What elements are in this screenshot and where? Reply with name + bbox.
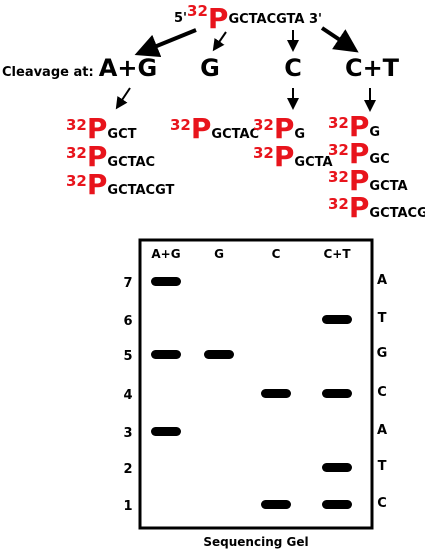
element: P: [349, 110, 370, 143]
sequence: GCTACG: [369, 206, 425, 221]
fragment: 32PGCTAC: [66, 140, 155, 173]
isotope: 32: [328, 114, 349, 132]
band: [151, 427, 181, 436]
band: [261, 389, 291, 398]
row-number: 7: [123, 276, 132, 291]
fragment: 32PGCT: [66, 112, 137, 145]
sequence: GCTAC: [211, 127, 259, 142]
fragment: 32PGC: [328, 137, 390, 170]
isotope: 32: [66, 144, 87, 162]
row-number: 5: [123, 349, 132, 364]
row-number: 2: [123, 462, 132, 477]
band: [322, 389, 352, 398]
band: [322, 500, 352, 509]
lane-label: G: [214, 247, 224, 261]
isotope: 32: [328, 168, 349, 186]
sequence: GCTA: [294, 155, 332, 170]
isotope: 32: [253, 116, 274, 134]
cleavage-site: C: [284, 54, 302, 82]
cleavage-label: Cleavage at:: [2, 65, 94, 80]
cleavage-site: G: [200, 54, 220, 82]
element: P: [274, 112, 295, 145]
isotope: 32: [66, 172, 87, 190]
element: P: [87, 112, 108, 145]
isotope: 32: [253, 144, 274, 162]
sequence: GCTA: [369, 179, 407, 194]
isotope: 32: [328, 141, 349, 159]
isotope: 32: [170, 116, 191, 134]
sequence: GCT: [107, 127, 136, 142]
fragment: 32PGCTA: [253, 140, 333, 173]
row-number: 3: [123, 426, 132, 441]
band: [151, 350, 181, 359]
lane-label: C+T: [323, 247, 351, 261]
row-base: C: [377, 496, 387, 511]
element: P: [87, 140, 108, 173]
cleavage-site: A+G: [99, 54, 157, 82]
row-base: A: [377, 273, 387, 288]
fragment: 32PGCTA: [328, 164, 408, 197]
band: [204, 350, 234, 359]
arrows: [115, 26, 376, 112]
element: P: [349, 137, 370, 170]
lane-label: C: [272, 247, 281, 261]
element: P: [87, 168, 108, 201]
band: [322, 315, 352, 324]
row-number: 1: [123, 499, 132, 514]
row-base: G: [377, 346, 388, 361]
gel-title: Sequencing Gel: [203, 535, 308, 549]
fragment: 32PGCTAC: [170, 112, 259, 145]
sequence: G: [369, 125, 380, 140]
isotope: 32: [66, 116, 87, 134]
lane-label: A+G: [151, 247, 180, 261]
cleavage-site: C+T: [345, 54, 400, 82]
band: [322, 463, 352, 472]
row-number: 4: [123, 388, 132, 403]
sequence: GCTAC: [107, 155, 155, 170]
row-number: 6: [123, 314, 132, 329]
band: [261, 500, 291, 509]
isotope: 32: [328, 195, 349, 213]
row-base: T: [378, 311, 387, 326]
gel-frame: [138, 238, 374, 530]
element: P: [349, 191, 370, 224]
element: P: [349, 164, 370, 197]
row-base: A: [377, 423, 387, 438]
element: P: [274, 140, 295, 173]
sequence: GCTACGT: [107, 183, 174, 198]
fragment: 32PG: [253, 112, 305, 145]
sequence: G: [294, 127, 305, 142]
row-base: T: [378, 459, 387, 474]
fragment: 32PGCTACGT: [66, 168, 175, 201]
top-sequence: 5'32PGCTACGTA 3': [174, 2, 322, 35]
element: P: [191, 112, 212, 145]
band: [151, 277, 181, 286]
fragment: 32PG: [328, 110, 380, 143]
fragment: 32PGCTACG: [328, 191, 425, 224]
sequence: GC: [369, 152, 389, 167]
row-base: C: [377, 385, 387, 400]
